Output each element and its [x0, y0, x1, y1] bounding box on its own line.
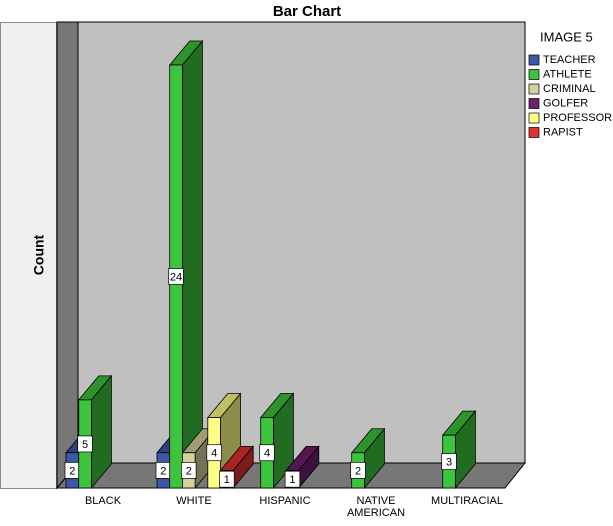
x-tick-label: WHITE [176, 495, 212, 507]
legend-label: PROFESSOR [543, 112, 612, 124]
legend-label: GOLFER [543, 97, 588, 109]
value-label: 2 [69, 465, 75, 477]
legend-swatch [528, 83, 540, 95]
x-tick-label: NATIVE AMERICAN [346, 495, 406, 519]
chart-title: Bar Chart [273, 3, 341, 20]
value-label: 2 [186, 465, 192, 477]
x-tick-label: BLACK [84, 495, 122, 507]
x-tick-label: HISPANIC [259, 495, 311, 507]
legend-swatch [528, 127, 540, 138]
y-axis-label: Count [31, 234, 47, 275]
legend-swatch [528, 112, 540, 124]
value-label-box [284, 470, 301, 488]
x-tick-text: MULTIRACIAL [431, 495, 503, 507]
x-tick-label: MULTIRACIAL [431, 495, 503, 507]
value-label-box [219, 470, 235, 488]
legend-label: CRIMINAL [543, 83, 596, 95]
value-label-box [206, 444, 222, 462]
legend-label: RAPIST [543, 126, 583, 138]
value-label-box [168, 268, 184, 285]
value-label: 1 [224, 474, 230, 486]
legend-label: ATHLETE [543, 68, 592, 80]
value-label-box [181, 462, 197, 479]
value-label: 1 [289, 474, 295, 486]
x-tick-text: BLACK [84, 495, 122, 507]
bar-side [181, 39, 203, 490]
legend-title: IMAGE 5 [540, 29, 593, 44]
left-wall [56, 21, 79, 490]
value-label-box [441, 453, 457, 470]
legend-swatch [528, 54, 540, 66]
value-label: 2 [355, 465, 361, 477]
value-label: 3 [446, 456, 452, 468]
value-label-box [259, 444, 275, 462]
legend-label: TEACHER [543, 54, 596, 66]
x-tick-text: NATIVE AMERICAN [346, 495, 406, 519]
value-label: 4 [211, 448, 217, 460]
value-label-box [350, 462, 366, 479]
value-label: 2 [160, 465, 166, 477]
back-wall [77, 21, 526, 464]
axis-panel [0, 22, 57, 489]
value-label-box [77, 435, 93, 453]
x-tick-text: WHITE [176, 495, 212, 507]
x-tick-text: HISPANIC [259, 495, 311, 507]
legend-swatch [528, 98, 540, 109]
value-label: 5 [82, 439, 88, 451]
value-label: 24 [170, 271, 182, 283]
value-label: 4 [264, 448, 270, 460]
legend-swatch [528, 69, 540, 80]
